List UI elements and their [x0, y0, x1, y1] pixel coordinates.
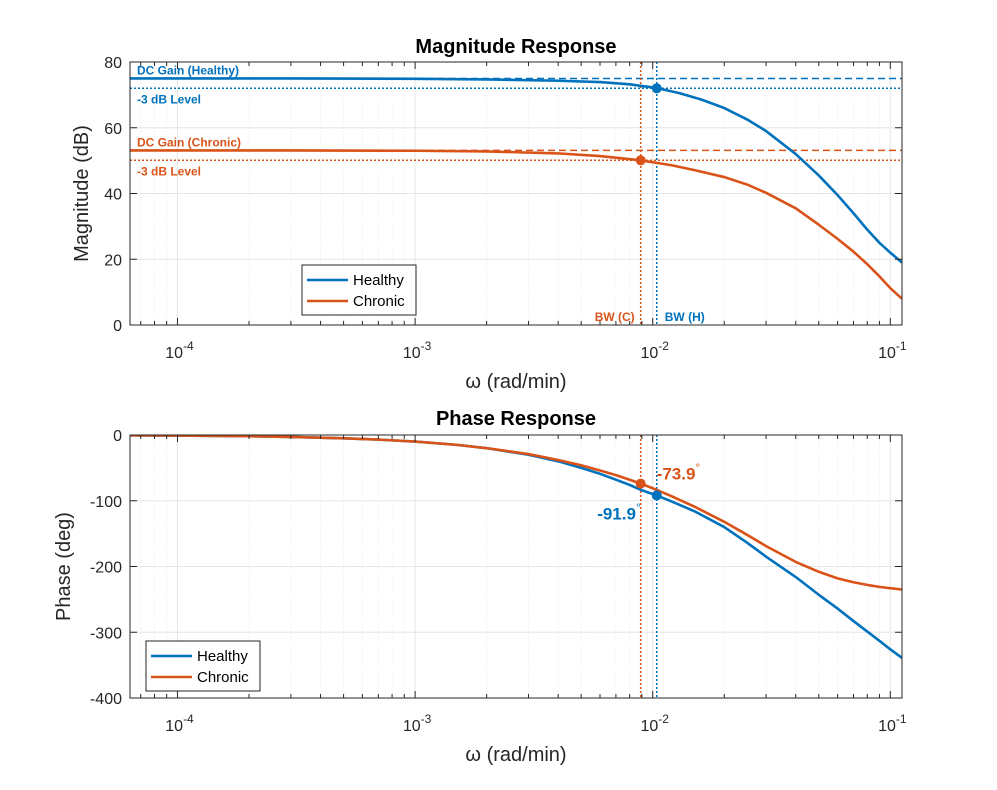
y-tick-label: 0: [113, 428, 122, 445]
y-tick-label: 80: [104, 55, 122, 72]
series-group: [130, 435, 902, 659]
x-axis-label: ω (rad/min): [465, 371, 566, 393]
legend-box: [145, 640, 261, 692]
x-tick-exponent: -1: [896, 712, 907, 726]
y-axis-label: Magnitude (dB): [71, 125, 93, 262]
x-tick-label: 10-2: [640, 339, 669, 362]
series-line-chronic: [130, 149, 902, 300]
x-tick-base: 10: [165, 718, 183, 735]
marker-chronic: [635, 478, 646, 489]
y-axis-label: Phase (deg): [53, 512, 75, 621]
x-tick-base: 10: [403, 718, 421, 735]
x-tick-label: 10-4: [165, 712, 194, 735]
phase-value: -73.9: [657, 465, 696, 484]
phase-value-label: -91.9°: [597, 500, 641, 523]
x-tick-base: 10: [878, 345, 896, 362]
x-tick-base: 10: [878, 718, 896, 735]
reference-label: -3 dB Level: [137, 92, 201, 106]
legend: Healthy Chronic: [145, 640, 261, 692]
phase-value-label: -73.9°: [657, 461, 701, 484]
legend: Healthy Chronic: [301, 264, 417, 316]
x-tick-exponent: -4: [183, 712, 194, 726]
x-tick-base: 10: [403, 345, 421, 362]
x-tick-label: 10-1: [878, 339, 907, 362]
y-tick-label: 60: [104, 121, 122, 138]
x-tick-exponent: -2: [658, 339, 669, 353]
x-tick-base: 10: [640, 718, 658, 735]
legend-label-chronic: Chronic: [353, 293, 405, 310]
bandwidth-label: BW (C): [595, 310, 635, 324]
y-tick-label: 0: [113, 318, 122, 335]
legend-label-healthy: Healthy: [353, 272, 404, 289]
x-tick-label: 10-3: [403, 339, 432, 362]
ticks: [130, 61, 902, 326]
x-tick-label: 10-4: [165, 339, 194, 362]
reference-label: -3 dB Level: [137, 164, 201, 178]
chart-title: Phase Response: [436, 408, 596, 430]
x-tick-label: 10-1: [878, 712, 907, 735]
series-line-chronic: [130, 435, 902, 591]
y-tick-label: 40: [104, 187, 122, 204]
series-group: [130, 77, 902, 300]
reference-label: DC Gain (Chronic): [137, 135, 241, 149]
y-tick-label: 20: [104, 252, 122, 269]
legend-label-chronic: Chronic: [197, 669, 249, 686]
x-axis-label: ω (rad/min): [465, 744, 566, 766]
legend-box: [301, 264, 417, 316]
y-tick-label: -200: [90, 560, 122, 577]
x-tick-exponent: -3: [421, 712, 432, 726]
y-tick-label: -300: [90, 625, 122, 642]
y-tick-label: -100: [90, 494, 122, 511]
degree-sign: °: [636, 500, 641, 514]
degree-sign: °: [695, 461, 700, 475]
legend-label-healthy: Healthy: [197, 648, 248, 665]
series-line-healthy: [130, 77, 902, 264]
x-tick-label: 10-2: [640, 712, 669, 735]
x-tick-exponent: -2: [658, 712, 669, 726]
phase-value: -91.9: [597, 504, 636, 523]
marker-healthy: [651, 490, 662, 501]
bandwidth-label: BW (H): [665, 310, 705, 324]
magnitude-plot: DC Gain (Healthy) -3 dB Level DC Gain (Chr…: [71, 36, 907, 393]
chart-title: Magnitude Response: [415, 36, 616, 58]
marker-healthy: [651, 83, 662, 94]
y-tick-label: -400: [90, 691, 122, 708]
x-tick-base: 10: [640, 345, 658, 362]
reference-label: DC Gain (Healthy): [137, 63, 239, 77]
x-tick-base: 10: [165, 345, 183, 362]
x-tick-exponent: -1: [896, 339, 907, 353]
marker-chronic: [635, 155, 646, 166]
reference-lines: [130, 62, 902, 325]
x-tick-exponent: -4: [183, 339, 194, 353]
x-tick-exponent: -3: [421, 339, 432, 353]
x-tick-label: 10-3: [403, 712, 432, 735]
ticks: [130, 434, 902, 699]
